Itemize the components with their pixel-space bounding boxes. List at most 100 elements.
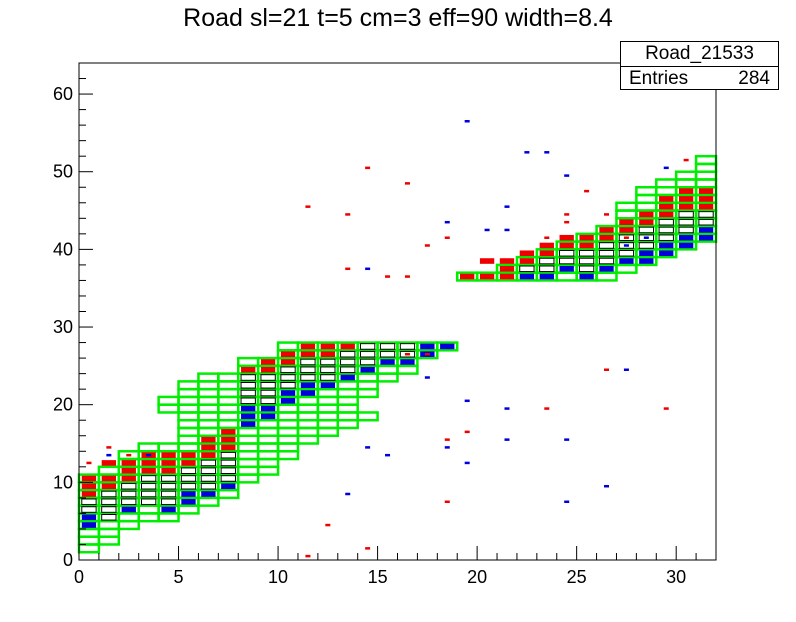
scatter-hit: [683, 158, 689, 162]
hit-bin: [241, 413, 256, 420]
hit-bin: [659, 250, 674, 257]
scatter-hit: [345, 267, 351, 271]
hit-bin: [359, 350, 376, 358]
hit-bin: [220, 451, 236, 459]
hit-bin: [359, 358, 376, 366]
hit-bin: [399, 350, 416, 358]
hit-bin: [578, 249, 595, 257]
hit-bin: [280, 351, 296, 358]
hit-bin: [101, 483, 117, 490]
scatter-hit: [464, 399, 470, 403]
hit-bin: [659, 203, 674, 210]
scatter-hit: [444, 500, 450, 504]
hit-bin: [698, 227, 714, 233]
hit-bin: [260, 374, 276, 381]
scatter-hit: [564, 174, 570, 177]
hit-bin: [260, 389, 276, 397]
scatter-hit: [504, 205, 510, 208]
hit-bin: [659, 242, 674, 249]
hit-bin: [598, 242, 615, 249]
scatter-hit: [504, 438, 510, 441]
road-bin: [217, 372, 240, 383]
road-bin: [276, 341, 300, 352]
road-bin: [674, 170, 698, 181]
scatter-hit: [464, 461, 470, 465]
scatter-hit: [564, 213, 570, 216]
hit-bin: [559, 257, 575, 265]
scatter-hit: [444, 438, 450, 441]
hit-bin: [340, 374, 355, 381]
scatter-hit: [325, 523, 331, 527]
hit-bin: [300, 358, 316, 366]
hit-bin: [499, 258, 515, 264]
scatter-hit: [544, 236, 550, 239]
scatter-hit: [464, 430, 470, 434]
hit-bin: [201, 491, 216, 497]
hit-bin: [659, 196, 674, 202]
hit-bin: [221, 429, 236, 435]
hit-bin: [379, 343, 396, 350]
scatter-hit: [444, 236, 450, 239]
hit-bin: [260, 366, 276, 373]
hit-bin: [160, 490, 177, 498]
hit-bin: [200, 482, 217, 490]
scatter-hit: [444, 446, 450, 449]
hit-bin: [698, 188, 714, 194]
hit-bin: [638, 242, 654, 249]
scatter-hit: [564, 500, 570, 504]
hit-bin: [379, 350, 396, 358]
hit-bin: [420, 343, 435, 350]
hit-bin: [161, 452, 176, 458]
hit-bin: [240, 374, 256, 381]
hit-bin: [618, 242, 635, 249]
hit-bin: [639, 211, 654, 218]
hit-bin: [221, 483, 236, 490]
scatter-hit: [444, 220, 450, 224]
chart-title: Road sl=21 t=5 cm=3 eff=90 width=8.4: [183, 4, 613, 32]
scatter-hit: [404, 275, 410, 278]
hit-bin: [320, 358, 336, 366]
y-tick-label: 40: [53, 239, 73, 259]
scatter-hit: [604, 368, 610, 371]
hit-bin: [320, 351, 335, 358]
hit-bin: [539, 273, 554, 280]
road-bin: [197, 372, 220, 383]
scatter-hit: [504, 407, 510, 410]
hit-bin: [638, 234, 654, 242]
hit-bin: [300, 351, 316, 358]
hit-bin: [260, 397, 276, 405]
hit-bin: [678, 211, 694, 218]
hit-bin: [280, 381, 296, 389]
scatter-hit: [424, 244, 430, 247]
hit-bin: [121, 460, 136, 466]
hit-bin: [241, 405, 256, 412]
hit-bin: [141, 498, 157, 506]
hit-bin: [81, 514, 97, 521]
scatter-hit: [464, 119, 470, 123]
scatter-hit: [385, 453, 391, 457]
hit-bin: [698, 203, 714, 210]
stats-entries-label: Entries: [629, 68, 689, 89]
hit-bin: [280, 398, 296, 404]
hit-bin: [141, 482, 157, 490]
hit-bin: [380, 359, 395, 365]
hit-bin: [460, 273, 475, 280]
hit-bin: [678, 203, 694, 210]
hit-bin: [320, 374, 336, 381]
scatter-hit: [365, 267, 371, 271]
hit-bin: [499, 273, 515, 280]
hit-bin: [340, 343, 355, 350]
road-bin: [157, 442, 180, 453]
y-tick-label: 50: [53, 162, 73, 182]
hit-bin: [340, 366, 356, 374]
hit-bin: [440, 343, 455, 350]
scatter-hit: [544, 407, 550, 410]
hit-bin: [359, 343, 376, 350]
x-tick-label: 20: [467, 567, 487, 587]
hit-bin: [559, 234, 574, 241]
hit-bin: [678, 218, 694, 226]
hit-bin: [241, 366, 256, 373]
scatter-hit: [365, 166, 371, 170]
hit-bin: [539, 242, 554, 249]
